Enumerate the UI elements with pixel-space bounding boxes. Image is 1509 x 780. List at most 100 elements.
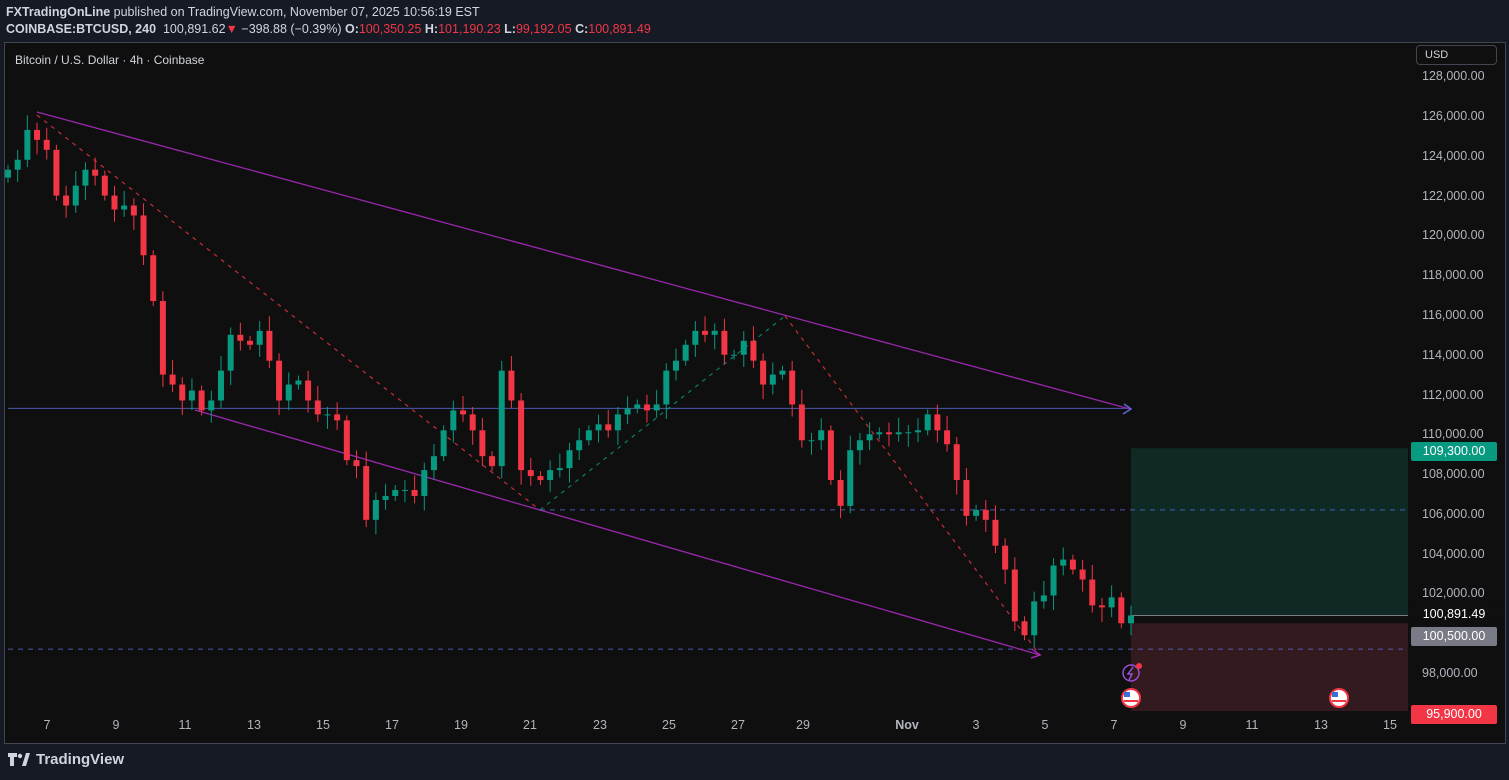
entry-price-tag: 100,500.00 <box>1411 627 1497 646</box>
candle-body <box>479 430 486 457</box>
candle-body <box>314 400 321 415</box>
candle-body <box>150 255 157 302</box>
candle-body <box>527 470 534 477</box>
chart-title: Bitcoin / U.S. Dollar · 4h · Coinbase <box>15 53 205 67</box>
candle-body <box>982 509 989 520</box>
zigzag-line <box>539 315 786 511</box>
time-tick: 19 <box>454 718 468 732</box>
lightning-icon <box>1126 666 1134 681</box>
close-label: C: <box>575 22 589 36</box>
candle-body <box>43 139 50 150</box>
candle-body <box>63 195 70 206</box>
time-tick: 11 <box>178 718 192 732</box>
candle-body <box>847 450 854 506</box>
price-tick: 120,000.00 <box>1422 228 1485 243</box>
candle-body <box>876 432 883 435</box>
candle-body <box>217 370 224 401</box>
candle-body <box>731 354 738 356</box>
upper-channel-line <box>36 111 1131 410</box>
candle-body <box>276 360 283 401</box>
candle-body <box>944 430 951 445</box>
candle-body <box>566 450 573 469</box>
candle-body <box>237 334 244 341</box>
candle-body <box>634 404 641 409</box>
candle-body <box>1108 597 1115 608</box>
candle-body <box>285 384 292 401</box>
time-tick: 25 <box>662 718 676 732</box>
candle-body <box>372 499 379 520</box>
open-label: O: <box>344 22 359 36</box>
time-tick: Nov <box>895 718 919 732</box>
time-tick: 7 <box>43 718 51 732</box>
candle-body <box>179 384 186 401</box>
tradingview-logo[interactable]: TradingView <box>8 751 124 768</box>
candle-body <box>14 159 21 170</box>
candle-body <box>789 370 796 405</box>
candle-body <box>24 129 31 160</box>
candle-body <box>973 509 980 516</box>
candle-body <box>692 330 699 345</box>
candle-body <box>760 360 767 385</box>
candle-body <box>247 340 254 345</box>
candle-body <box>682 344 689 361</box>
candle-body <box>401 489 408 491</box>
candle-body <box>159 301 166 375</box>
low-label: L: <box>504 22 516 36</box>
candle-body <box>101 175 108 196</box>
time-tick: 23 <box>593 718 607 732</box>
candle-body <box>585 430 592 441</box>
lower-channel-line <box>194 409 1041 656</box>
candle-body <box>1050 565 1057 596</box>
candle-body <box>343 420 350 461</box>
author[interactable]: FXTradingOnLine <box>6 5 111 19</box>
candle-body <box>450 410 457 431</box>
time-tick: 13 <box>247 718 261 732</box>
currency-button[interactable]: USD <box>1416 45 1497 65</box>
candle-body <box>353 460 360 467</box>
candle-body <box>460 410 467 415</box>
down-arrow-icon: ▼ <box>225 22 238 36</box>
candle-body <box>421 470 428 496</box>
candle-body <box>34 129 41 140</box>
candle-body <box>256 330 263 345</box>
us-flag-icon <box>1332 692 1338 697</box>
price-tick: 116,000.00 <box>1422 307 1484 322</box>
candle-body <box>702 330 709 335</box>
candle-body <box>614 414 621 431</box>
last-price-tag: 100,891.49 <box>1411 605 1497 624</box>
symbol-info: COINBASE:BTCUSD, 240 100,891.62▼ −398.88… <box>6 22 651 36</box>
price-tick: 104,000.00 <box>1422 546 1485 561</box>
stop-zone <box>1131 623 1408 711</box>
high-label: H: <box>424 22 439 36</box>
candle-body <box>547 470 554 481</box>
high-value: 101,190.23 <box>438 22 501 36</box>
us-flag-icon <box>1121 688 1141 708</box>
candle-body <box>1098 605 1105 608</box>
candle-body <box>769 374 776 385</box>
candle-body <box>295 380 302 385</box>
candle-body <box>121 205 128 210</box>
candle-body <box>5 169 11 178</box>
candle-body <box>92 169 99 176</box>
notification-dot <box>1136 663 1142 669</box>
candle-body <box>885 432 892 435</box>
time-tick: 15 <box>316 718 330 732</box>
time-tick: 7 <box>1110 718 1118 732</box>
candle-body <box>411 489 418 496</box>
target-zone <box>1131 448 1408 616</box>
candle-body <box>837 480 844 506</box>
candle-body <box>382 495 389 500</box>
zigzag-line <box>784 315 1041 656</box>
candle-body <box>266 330 273 361</box>
candle-body <box>1118 597 1125 624</box>
candle-body <box>856 440 863 451</box>
time-tick: 9 <box>1179 718 1187 732</box>
candle-body <box>130 205 137 216</box>
price-tick: 106,000.00 <box>1422 506 1485 521</box>
candle-body <box>576 440 583 451</box>
price-tick: 118,000.00 <box>1422 268 1484 283</box>
us-flag-icon <box>1124 692 1130 697</box>
price-tick: 126,000.00 <box>1422 109 1485 123</box>
time-tick: 5 <box>1041 718 1049 732</box>
